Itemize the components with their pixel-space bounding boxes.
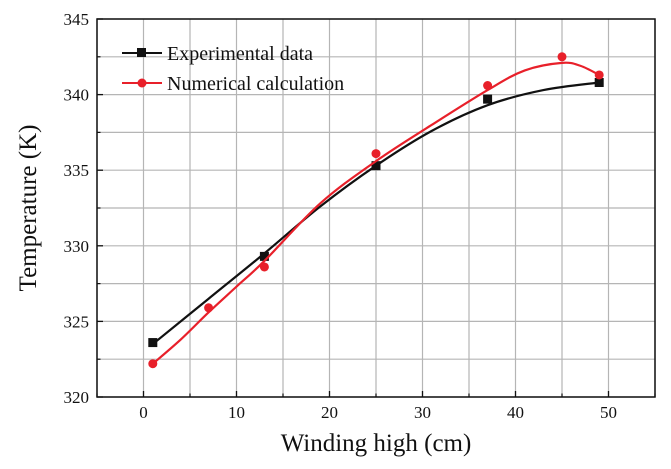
data-point-numerical	[204, 303, 214, 313]
y-tick-label: 335	[64, 161, 90, 180]
legend: Experimental data Numerical calculation	[122, 43, 344, 95]
data-point-numerical	[259, 262, 269, 272]
x-tick-label: 30	[414, 403, 431, 422]
y-tick-label: 320	[64, 388, 90, 407]
legend-marker-numerical	[137, 78, 147, 88]
data-point-numerical	[371, 149, 381, 159]
y-axis-title: Temperature (K)	[15, 125, 42, 292]
data-point-experimental	[483, 94, 493, 104]
x-tick-label: 0	[139, 403, 148, 422]
y-tick-label: 325	[64, 312, 90, 331]
data-point-numerical	[557, 52, 567, 62]
axes: 0 10 20 30 40 50 320 325 330 335 340 345	[64, 10, 656, 422]
data-point-numerical	[594, 70, 604, 80]
data-point-numerical	[483, 81, 493, 91]
data-point-experimental	[259, 251, 269, 261]
legend-marker-experimental	[137, 48, 146, 57]
series-group	[148, 52, 604, 369]
y-tick-label: 345	[64, 10, 90, 29]
x-tick-label: 40	[507, 403, 524, 422]
x-tick-label: 50	[600, 403, 617, 422]
data-point-experimental	[148, 338, 158, 348]
legend-label-experimental: Experimental data	[167, 43, 313, 65]
x-tick-label: 10	[228, 403, 245, 422]
x-axis-title: Winding high (cm)	[281, 430, 472, 457]
series-line-numerical	[152, 61, 600, 365]
y-tick-label: 330	[64, 237, 90, 256]
x-tick-label: 20	[321, 403, 338, 422]
legend-label-numerical: Numerical calculation	[167, 73, 344, 95]
data-point-experimental	[594, 78, 604, 88]
data-point-numerical	[148, 359, 158, 369]
data-point-experimental	[371, 161, 381, 171]
y-tick-label: 340	[64, 86, 90, 105]
